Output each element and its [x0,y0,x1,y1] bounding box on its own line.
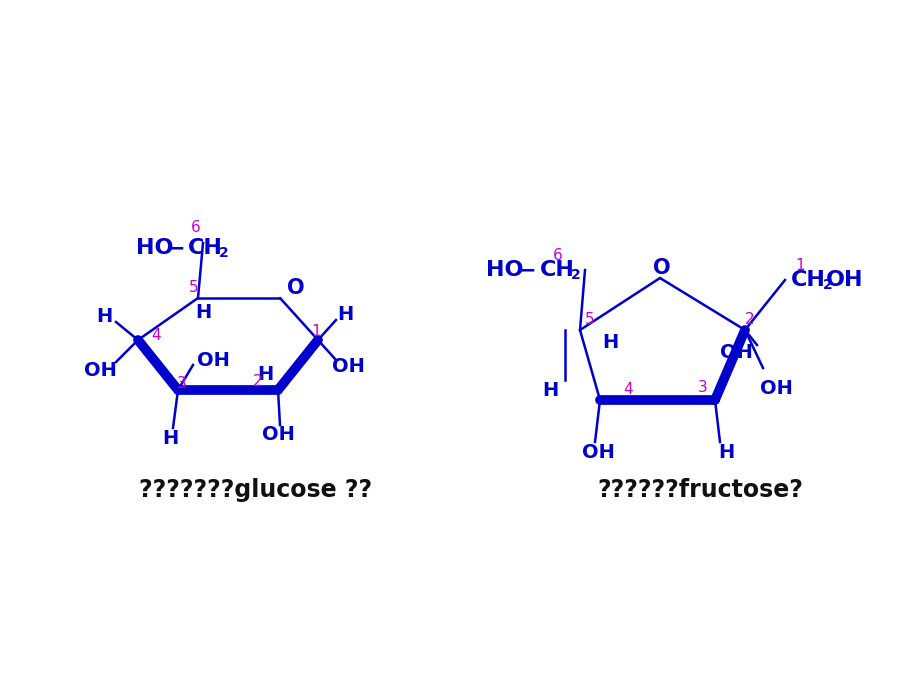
Text: 1: 1 [311,324,321,339]
Text: −: − [166,238,185,258]
Text: OH: OH [197,351,229,370]
Text: OH: OH [331,357,364,377]
Text: 6: 6 [552,248,562,262]
Text: 2: 2 [571,268,580,282]
Text: 1: 1 [794,257,804,273]
Text: OH: OH [261,426,294,444]
Text: 4: 4 [622,382,632,397]
Text: 2: 2 [823,278,832,292]
Text: ???????glucose ??: ???????glucose ?? [140,478,372,502]
Text: 4: 4 [151,328,161,342]
Text: H: H [717,442,733,462]
Text: CH: CH [187,238,222,258]
Text: OH: OH [825,270,863,290]
Text: 5: 5 [584,313,595,328]
Text: 6: 6 [191,221,200,235]
Text: HO: HO [136,238,174,258]
Text: 2: 2 [253,373,263,388]
Text: OH: OH [581,442,614,462]
Text: H: H [541,380,558,400]
Text: 2: 2 [744,313,754,328]
Text: O: O [652,258,670,278]
Text: H: H [162,428,178,448]
Text: OH: OH [84,360,117,380]
Text: HO: HO [486,260,523,280]
Text: 5: 5 [189,281,199,295]
Text: H: H [195,304,210,322]
Text: CH: CH [789,270,824,290]
Text: 2: 2 [219,246,229,260]
Text: H: H [336,306,353,324]
Text: OH: OH [759,379,791,397]
Text: O: O [287,278,304,298]
Text: −: − [517,260,536,280]
Text: 3: 3 [177,375,187,391]
Text: H: H [256,366,273,384]
Text: OH: OH [719,342,752,362]
Text: ??????fructose?: ??????fructose? [596,478,802,502]
Text: H: H [96,308,112,326]
Text: CH: CH [539,260,573,280]
Text: H: H [601,333,618,351]
Text: 3: 3 [698,380,707,395]
